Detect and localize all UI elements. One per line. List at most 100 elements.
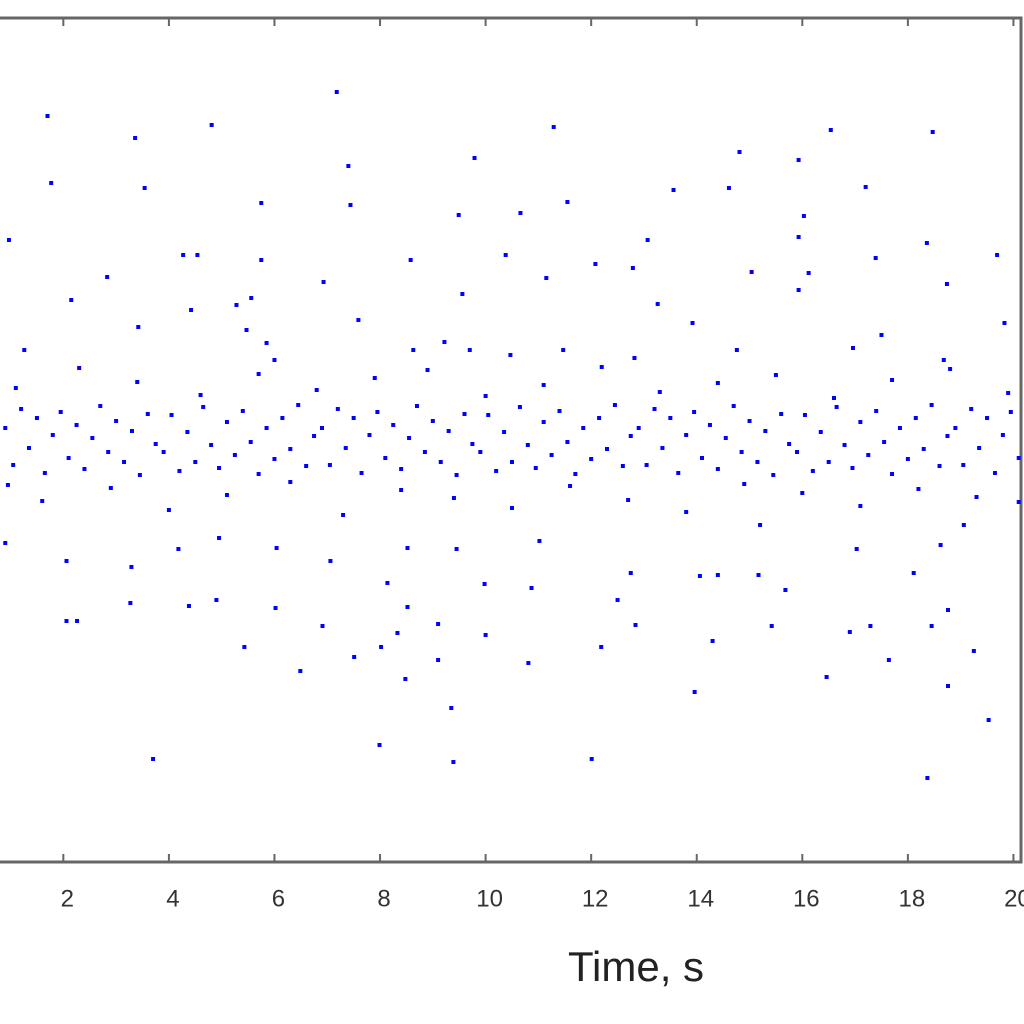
point xyxy=(352,655,357,659)
point xyxy=(296,403,301,407)
point xyxy=(961,463,966,467)
point xyxy=(42,471,47,475)
point xyxy=(879,333,884,337)
point xyxy=(264,341,269,345)
point xyxy=(327,463,332,467)
point xyxy=(264,426,269,430)
point xyxy=(367,433,372,437)
point xyxy=(66,456,71,460)
point xyxy=(430,419,435,423)
point xyxy=(34,416,39,420)
point xyxy=(858,420,863,424)
point xyxy=(122,460,127,464)
point xyxy=(40,499,45,503)
point xyxy=(593,262,598,266)
point xyxy=(405,546,410,550)
point xyxy=(177,469,182,473)
point xyxy=(19,407,24,411)
point xyxy=(470,442,475,446)
point xyxy=(783,588,788,592)
point xyxy=(195,253,200,257)
point xyxy=(945,434,950,438)
point xyxy=(801,214,806,218)
point xyxy=(248,440,253,444)
point xyxy=(747,419,752,423)
point xyxy=(921,447,926,451)
point xyxy=(890,472,895,476)
point xyxy=(969,407,974,411)
point xyxy=(90,436,95,440)
point xyxy=(422,450,427,454)
x-tick-label: 16 xyxy=(793,885,820,912)
point xyxy=(214,598,219,602)
point xyxy=(359,471,364,475)
point xyxy=(565,200,570,204)
point xyxy=(249,296,254,300)
point xyxy=(533,466,538,470)
point xyxy=(272,358,277,362)
point xyxy=(467,348,472,352)
point xyxy=(541,420,546,424)
point xyxy=(451,760,456,764)
point xyxy=(929,624,934,628)
point xyxy=(826,460,831,464)
point xyxy=(456,213,461,217)
point xyxy=(136,325,141,329)
point xyxy=(800,491,805,495)
point xyxy=(974,495,979,499)
point xyxy=(697,574,702,578)
point xyxy=(568,484,573,488)
point xyxy=(671,188,676,192)
point xyxy=(874,409,879,413)
point xyxy=(108,486,113,490)
point xyxy=(242,645,247,649)
point xyxy=(166,508,171,512)
point xyxy=(756,573,761,577)
point xyxy=(442,340,447,344)
point xyxy=(391,423,396,427)
point xyxy=(612,403,617,407)
point xyxy=(1006,391,1011,395)
point xyxy=(454,547,459,551)
x-tick-label: 8 xyxy=(377,885,390,912)
point xyxy=(45,114,50,118)
point xyxy=(483,394,488,398)
point xyxy=(69,298,74,302)
point xyxy=(224,420,229,424)
point xyxy=(106,450,111,454)
point xyxy=(630,266,635,270)
point xyxy=(806,271,811,275)
point xyxy=(280,416,285,420)
point xyxy=(436,622,441,626)
point xyxy=(11,463,16,467)
point xyxy=(462,412,467,416)
point xyxy=(796,158,801,162)
point xyxy=(460,292,465,296)
point xyxy=(930,130,935,134)
point xyxy=(684,510,689,514)
point xyxy=(937,464,942,468)
point xyxy=(525,443,530,447)
point xyxy=(557,409,562,413)
point xyxy=(288,447,293,451)
point xyxy=(971,649,976,653)
point xyxy=(224,493,229,497)
point xyxy=(742,482,747,486)
point xyxy=(145,412,150,416)
x-tick-label: 4 xyxy=(166,885,179,912)
point xyxy=(905,457,910,461)
point xyxy=(3,426,8,430)
point xyxy=(472,156,477,160)
point xyxy=(193,460,198,464)
point xyxy=(5,483,10,487)
point xyxy=(478,450,483,454)
point xyxy=(715,467,720,471)
point xyxy=(787,442,792,446)
point xyxy=(82,467,87,471)
point xyxy=(945,684,950,688)
point xyxy=(723,436,728,440)
point xyxy=(425,368,430,372)
point xyxy=(834,405,839,409)
point xyxy=(992,471,997,475)
point xyxy=(153,442,158,446)
